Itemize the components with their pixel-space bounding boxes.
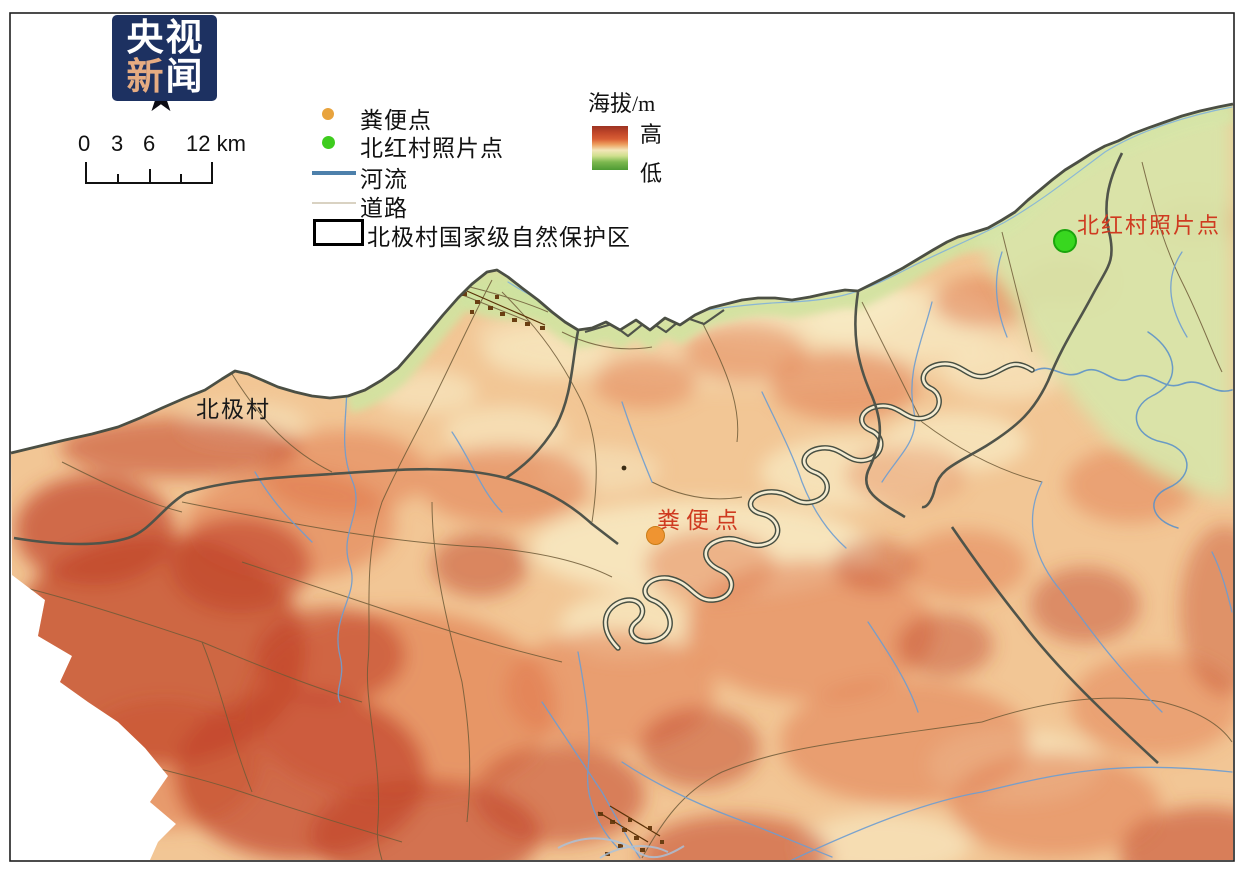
settlements-layer — [455, 285, 685, 859]
reserve-boundary-layer — [13, 152, 1159, 764]
photo-point-marker[interactable] — [1053, 229, 1077, 253]
river-line-icon — [312, 171, 356, 175]
scale-label: 12 km — [186, 131, 246, 156]
elevation-low-label: 低 — [640, 161, 663, 186]
logo-char: 闻 — [165, 56, 203, 97]
legend-item-river: 河流 — [360, 167, 408, 192]
logo-char: 视 — [165, 17, 203, 59]
scale-label: 6 — [143, 131, 156, 156]
legend-item-feces-point: 粪便点 — [360, 108, 432, 133]
logo-row-1: 央 视 — [126, 17, 203, 59]
elevation-gradient — [592, 126, 628, 170]
scale-label: 0 — [78, 131, 91, 156]
border-coastline — [10, 102, 1234, 455]
photo-point-label: 北红村照片点 — [1077, 213, 1222, 238]
map-frame — [9, 12, 1235, 862]
scale-label: 3 — [111, 131, 124, 156]
scale-tick — [117, 174, 119, 184]
logo-char: 央 — [126, 17, 164, 59]
road-line-icon — [312, 202, 356, 204]
scale-tick — [85, 162, 87, 184]
green-dot-icon — [322, 136, 335, 149]
rivers-layer — [254, 106, 1233, 860]
scale-tick — [211, 162, 213, 184]
reserve-outline-icon — [313, 219, 364, 246]
elevation-high-label: 高 — [640, 122, 663, 147]
logo-row-2: 新 闻 — [126, 56, 203, 97]
feces-point-marker[interactable] — [646, 526, 665, 545]
legend-item-reserve: 北极村国家级自然保护区 — [367, 225, 631, 250]
logo-char: 新 — [126, 56, 164, 97]
legend-item-road: 道路 — [360, 196, 408, 221]
village-label: 北极村 — [196, 397, 271, 422]
feces-point-label: 粪便点 — [657, 508, 744, 533]
roads-layer — [21, 161, 1233, 860]
legend-item-photo-point: 北红村照片点 — [360, 136, 504, 161]
orange-dot-icon — [322, 108, 334, 120]
meander-river — [602, 361, 1035, 651]
elevation-title: 海拔/m — [588, 91, 656, 116]
cctv-news-logo: 央 视 新 闻 — [112, 15, 217, 101]
scale-tick — [180, 174, 182, 184]
scale-tick — [149, 169, 151, 184]
